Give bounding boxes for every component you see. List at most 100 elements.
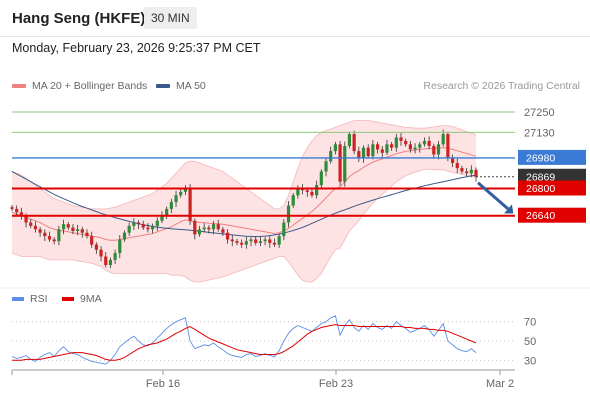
candle-body <box>235 241 239 243</box>
candle-body <box>174 195 178 203</box>
candle-body <box>469 169 473 174</box>
candle-body <box>455 163 459 169</box>
candle-body <box>394 137 398 148</box>
candle-body <box>474 169 478 177</box>
rsi-ma-line <box>12 324 477 361</box>
candle-body <box>408 144 412 150</box>
candle-body <box>418 144 422 148</box>
level-badge-26800 <box>518 180 586 196</box>
candle-body <box>343 146 347 182</box>
legend-ma9: 9MA <box>62 293 102 305</box>
candle-body <box>99 249 103 257</box>
candle-body <box>390 144 394 148</box>
legend-ma9-label: 9MA <box>80 293 102 305</box>
candle-body <box>151 225 155 230</box>
candle-body <box>324 161 328 172</box>
ma9-swatch <box>62 297 74 302</box>
candle-body <box>282 222 286 237</box>
candle-body <box>38 229 42 233</box>
candle-body <box>15 208 19 213</box>
candle-body <box>315 185 319 196</box>
candle-body <box>122 232 127 240</box>
legend-bb: MA 20 + Bollinger Bands <box>12 80 147 92</box>
candle-body <box>329 151 333 162</box>
level-label-26980: 26980 <box>526 152 555 164</box>
timeframe-badge[interactable]: 30 MIN <box>144 7 197 29</box>
candle-body <box>90 236 94 245</box>
level-label-27250: 27250 <box>524 107 555 119</box>
candle-body <box>305 190 309 192</box>
candle-body <box>10 207 14 209</box>
candle-body <box>207 227 211 230</box>
candle-body <box>94 244 98 250</box>
rsi-line <box>11 315 477 365</box>
candle-body <box>179 191 183 196</box>
candle-body <box>160 215 164 221</box>
candle-body <box>80 229 84 233</box>
candle-body <box>52 239 56 242</box>
candle-body <box>230 239 234 242</box>
candle-body <box>244 241 248 245</box>
candle-body <box>446 134 450 158</box>
candle-body <box>146 227 150 230</box>
candle-body <box>61 224 66 230</box>
bollinger-lower-line <box>11 168 477 283</box>
candle-body <box>136 222 141 225</box>
candle-body <box>76 229 80 231</box>
candle-body <box>188 188 192 221</box>
candle-body <box>127 225 131 233</box>
candle-body <box>258 241 263 243</box>
candle-body <box>404 140 408 145</box>
candle-body <box>375 144 380 150</box>
candle-body <box>291 195 295 206</box>
level-badge-26640 <box>518 207 586 223</box>
candle-body <box>272 242 277 245</box>
candle-body <box>263 239 267 242</box>
candle-body <box>155 220 159 226</box>
candle-body <box>441 134 445 145</box>
candle-body <box>132 222 136 226</box>
candle-body <box>366 147 370 157</box>
legend-ma50-label: MA 50 <box>176 80 206 92</box>
ma50-swatch <box>156 84 170 89</box>
candle-body <box>422 140 427 145</box>
candle-body <box>399 137 403 141</box>
candle-body <box>357 151 361 158</box>
copyright: Research © 2026 Trading Central <box>423 80 580 92</box>
candle-body <box>225 232 230 240</box>
legend-ma50: MA 50 <box>156 80 206 92</box>
candle-body <box>24 215 28 223</box>
level-badge-26869 <box>518 168 586 184</box>
candle-body <box>193 220 197 235</box>
candle-body <box>113 253 117 260</box>
candle-body <box>165 208 169 216</box>
candle-body <box>413 147 417 150</box>
candle-body <box>240 242 244 245</box>
candle-body <box>371 144 375 157</box>
bollinger-band-fill <box>12 120 476 282</box>
x-tick-label: Feb 16 <box>146 378 180 390</box>
x-tick-label: Feb 23 <box>319 378 353 390</box>
candle-body <box>29 222 33 226</box>
rsi-tick-70: 70 <box>524 317 536 329</box>
candle-body <box>460 168 464 172</box>
candle-body <box>347 134 352 146</box>
candle-body <box>338 144 342 182</box>
candle-body <box>319 171 323 186</box>
candle-body <box>361 147 366 158</box>
candle-body <box>33 225 38 230</box>
candle-body <box>427 140 431 146</box>
candle-body <box>19 212 23 216</box>
candle-body <box>465 171 469 174</box>
candle-body <box>71 227 75 231</box>
page-title: Hang Seng (HKFE) <box>12 10 146 27</box>
candle-body <box>249 239 253 242</box>
level-label-26640: 26640 <box>526 210 555 222</box>
level-badge-26980 <box>518 149 586 165</box>
x-tick-label: Mar 2 <box>486 378 514 390</box>
candle-body <box>43 232 47 237</box>
candle-body <box>47 236 52 240</box>
candle-body <box>183 188 188 192</box>
candle-body <box>333 144 337 152</box>
